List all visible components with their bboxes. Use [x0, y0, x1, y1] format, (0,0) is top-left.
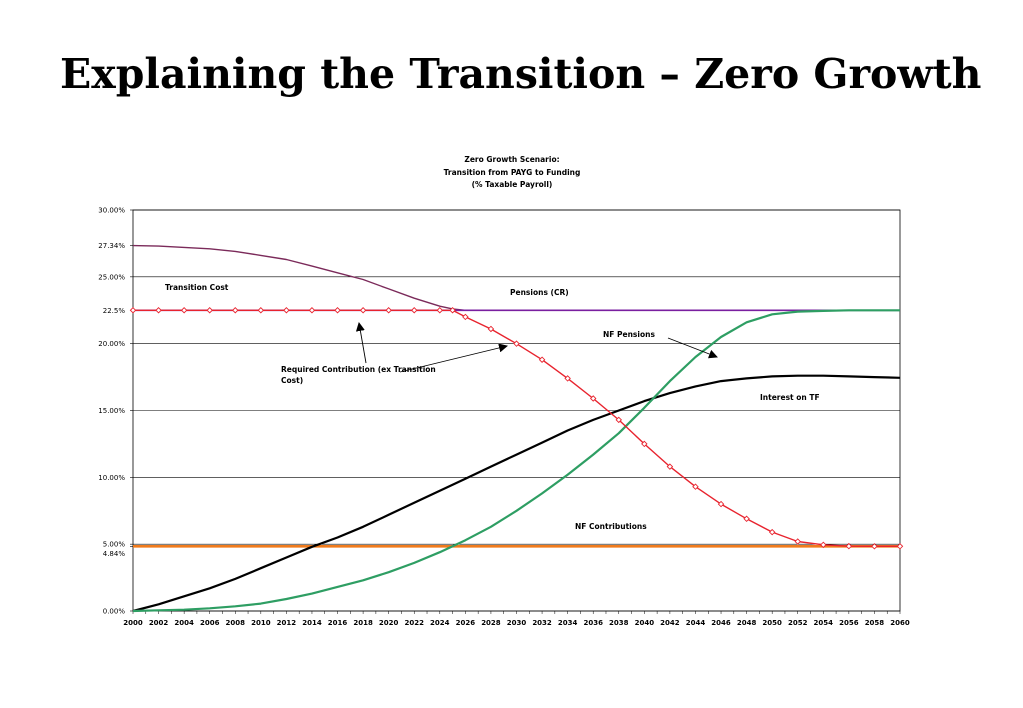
- transition-cost-marker: [589, 395, 597, 402]
- chart-title: Zero Growth Scenario: Transition from PA…: [444, 155, 581, 189]
- y-tick-label: 22.5%: [103, 307, 126, 315]
- y-tick-label: 27.34%: [98, 242, 125, 250]
- transition-cost-marker: [129, 307, 137, 314]
- transition-cost-marker: [896, 543, 904, 550]
- annotation-arrows: [355, 322, 718, 373]
- x-tick-label: 2058: [865, 619, 885, 627]
- transition-cost-marker: [692, 483, 699, 490]
- series-nf-pensions-line: [132, 309, 900, 613]
- x-tick-label: 2030: [507, 619, 527, 627]
- x-tick-label: 2016: [328, 619, 348, 627]
- y-tick-label: 30.00%: [98, 207, 125, 215]
- x-tick-label: 2034: [558, 619, 578, 627]
- x-tick-label: 2010: [251, 619, 271, 627]
- x-tick-label: 2048: [737, 619, 757, 627]
- transition-cost-marker: [794, 538, 801, 545]
- x-tick-label: 2020: [379, 619, 399, 627]
- x-tick-label: 2038: [609, 619, 629, 627]
- y-tick-label: 0.00%: [103, 608, 126, 616]
- annotation-transition-cost: Transition Cost: [165, 283, 229, 292]
- x-tick-label: 2032: [532, 619, 552, 627]
- transition-cost-marker: [257, 307, 265, 314]
- x-tick-label: 2018: [353, 619, 373, 627]
- x-tick-label: 2028: [481, 619, 501, 627]
- transition-cost-marker: [487, 325, 495, 333]
- transition-cost-marker: [615, 416, 623, 424]
- x-tick-label: 2014: [302, 619, 322, 627]
- x-tick-label: 2024: [430, 619, 450, 627]
- transition-cost-marker: [820, 541, 827, 549]
- arrow-to-transition-cost: [355, 322, 367, 364]
- x-tick-label: 2006: [200, 619, 220, 627]
- transition-cost-marker: [206, 307, 213, 314]
- transition-cost-marker: [436, 307, 444, 314]
- chart-title-line-2: Transition from PAYG to Funding: [444, 168, 581, 177]
- transition-cost-marker: [385, 307, 392, 314]
- annotation-nf-contributions: NF Contributions: [575, 522, 647, 531]
- transition-cost-marker: [513, 340, 520, 347]
- series-required-contribution-line: [132, 244, 466, 311]
- transition-cost-marker: [334, 307, 341, 314]
- transition-cost-marker: [871, 543, 878, 550]
- annotation-pensions-cr: Pensions (CR): [510, 288, 569, 297]
- x-tick-label: 2002: [149, 619, 169, 627]
- annotation-required-contribution-line2: Cost): [281, 376, 303, 385]
- transition-cost-marker: [359, 307, 367, 314]
- transition-cost-marker: [538, 356, 546, 363]
- x-tick-label: 2000: [123, 619, 143, 627]
- transition-cost-marker: [232, 307, 239, 314]
- transition-cost-marker: [845, 542, 853, 550]
- x-tick-label: 2046: [711, 619, 731, 627]
- x-tick-label: 2026: [456, 619, 476, 627]
- y-tick-label: 10.00%: [98, 474, 125, 482]
- y-gridlines: [133, 209, 900, 612]
- transition-cost-marker: [462, 313, 469, 321]
- chart-title-line-1: Zero Growth Scenario:: [464, 155, 559, 164]
- x-tick-label: 2042: [660, 619, 680, 627]
- series-interest-on-tf-line: [132, 374, 901, 613]
- transition-cost-marker: [449, 307, 456, 314]
- x-tick-label: 2040: [635, 619, 655, 627]
- transition-cost-marker: [717, 500, 725, 508]
- transition-cost-marker: [768, 528, 776, 536]
- transition-cost-marker: [180, 307, 188, 314]
- y-tick-label: 5.00%: [103, 541, 126, 549]
- x-tick-label: 2036: [583, 619, 603, 627]
- transition-cost-marker: [155, 307, 162, 314]
- x-tick-label: 2044: [686, 619, 706, 627]
- x-tick-label: 2056: [839, 619, 859, 627]
- transition-cost-marker: [641, 440, 648, 448]
- y-tick-label: 25.00%: [98, 273, 125, 281]
- annotations: Transition Cost Pensions (CR) NF Pension…: [165, 283, 820, 531]
- series-transition-cost-line: [133, 309, 900, 547]
- y-tick-labels: 0.00% 4.84%5.00% 10.00% 15.00% 20.00% 22.5% 25…: [98, 207, 133, 616]
- y-tick-label: 15.00%: [98, 407, 125, 415]
- arrow-to-nf-pensions: [667, 337, 718, 359]
- y-tick-label: 20.00%: [98, 340, 125, 348]
- x-tick-label: 2052: [788, 619, 808, 627]
- transition-cost-marker: [743, 515, 750, 523]
- x-tick-label: 2050: [762, 619, 782, 627]
- transition-cost-marker: [308, 307, 316, 314]
- transition-cost-marker: [283, 307, 290, 314]
- annotation-interest-on-tf: Interest on TF: [760, 393, 820, 402]
- series-layer: [129, 244, 904, 613]
- x-tick-label: 2022: [404, 619, 424, 627]
- annotation-required-contribution-line1: Required Contribution (ex Transition: [281, 365, 436, 374]
- annotation-nf-pensions: NF Pensions: [603, 330, 655, 339]
- x-tick-label: 2054: [814, 619, 834, 627]
- x-tick-label: 2008: [226, 619, 246, 627]
- transition-cost-marker: [666, 463, 674, 470]
- chart-title-line-3: (% Taxable Payroll): [472, 180, 553, 189]
- x-tick-label: 2060: [890, 619, 910, 627]
- y-tick-label: 4.84%: [103, 550, 126, 558]
- slide-title: Explaining the Transition – Zero Growth: [60, 50, 982, 98]
- x-tick-labels: 2000 2002 2004 2006 2008 2010 2012 2014 2016 2018…: [123, 611, 910, 627]
- transition-cost-marker: [410, 307, 418, 314]
- x-tick-label: 2004: [174, 619, 194, 627]
- x-tick-label: 2012: [277, 619, 297, 627]
- transition-cost-marker: [564, 375, 571, 382]
- arrow-to-required-contribution: [399, 343, 508, 373]
